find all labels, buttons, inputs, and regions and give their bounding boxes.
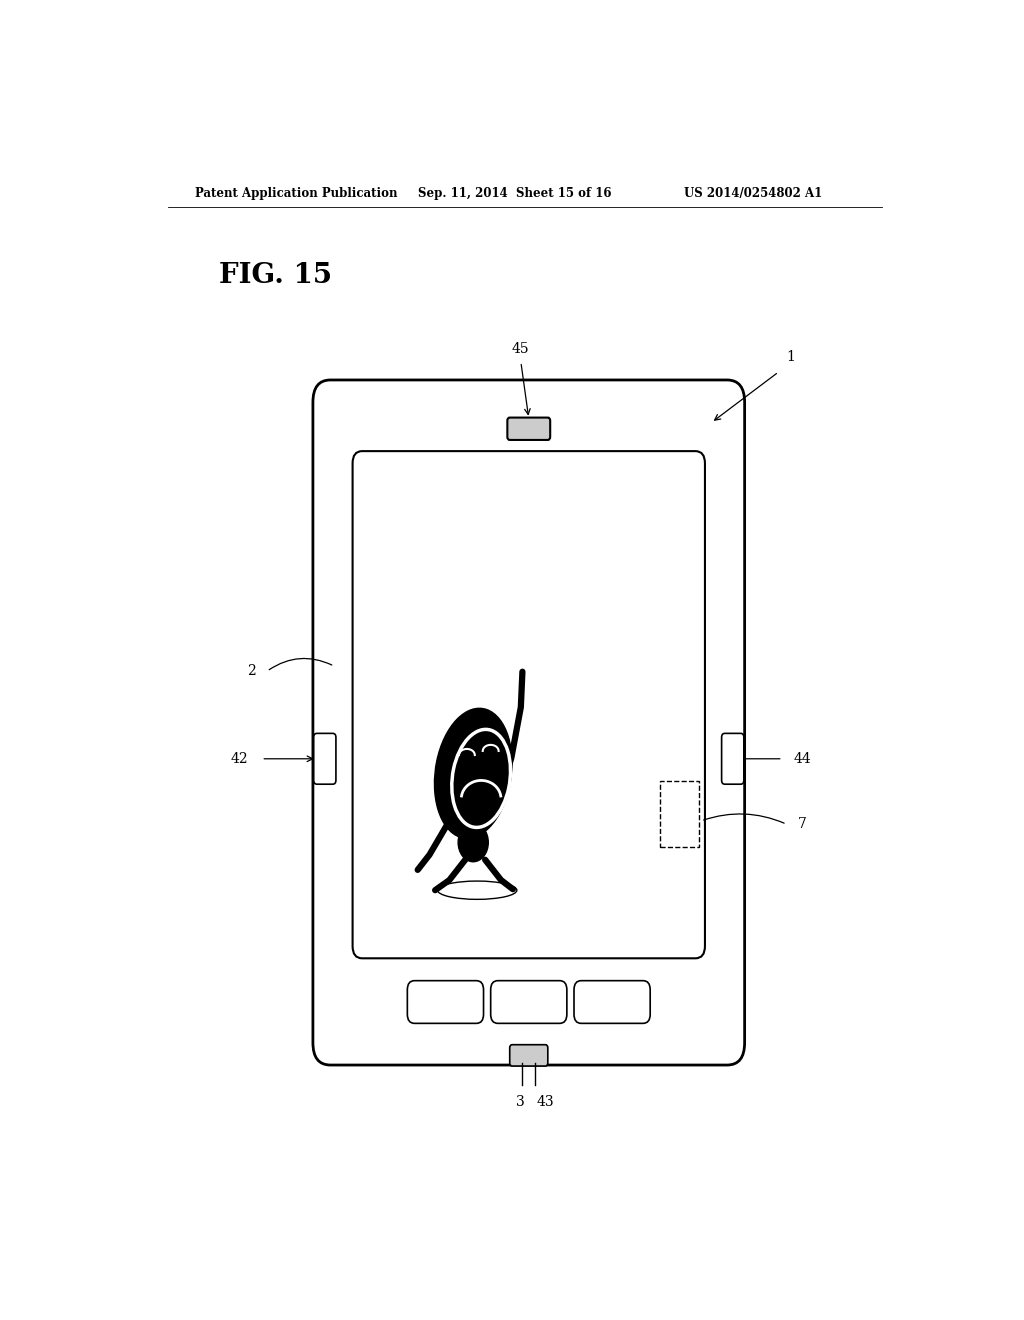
Text: FIG. 15: FIG. 15 bbox=[219, 263, 333, 289]
FancyBboxPatch shape bbox=[352, 451, 705, 958]
Text: 7: 7 bbox=[798, 817, 807, 832]
FancyBboxPatch shape bbox=[574, 981, 650, 1023]
Text: Sep. 11, 2014  Sheet 15 of 16: Sep. 11, 2014 Sheet 15 of 16 bbox=[418, 187, 611, 201]
FancyBboxPatch shape bbox=[722, 734, 743, 784]
FancyBboxPatch shape bbox=[313, 734, 336, 784]
Text: 43: 43 bbox=[537, 1094, 554, 1109]
Ellipse shape bbox=[458, 824, 488, 862]
FancyBboxPatch shape bbox=[408, 981, 483, 1023]
FancyBboxPatch shape bbox=[507, 417, 550, 440]
FancyBboxPatch shape bbox=[510, 1044, 548, 1067]
FancyBboxPatch shape bbox=[490, 981, 567, 1023]
Text: 44: 44 bbox=[794, 752, 811, 766]
Text: 3: 3 bbox=[516, 1094, 525, 1109]
Text: 1: 1 bbox=[786, 350, 795, 363]
Text: 42: 42 bbox=[230, 752, 248, 766]
Text: US 2014/0254802 A1: US 2014/0254802 A1 bbox=[684, 187, 822, 201]
Bar bbox=[659, 781, 699, 847]
Ellipse shape bbox=[434, 709, 512, 838]
Text: Patent Application Publication: Patent Application Publication bbox=[196, 187, 398, 201]
Text: 2: 2 bbox=[247, 664, 255, 678]
FancyBboxPatch shape bbox=[313, 380, 744, 1065]
Text: 45: 45 bbox=[512, 342, 529, 356]
